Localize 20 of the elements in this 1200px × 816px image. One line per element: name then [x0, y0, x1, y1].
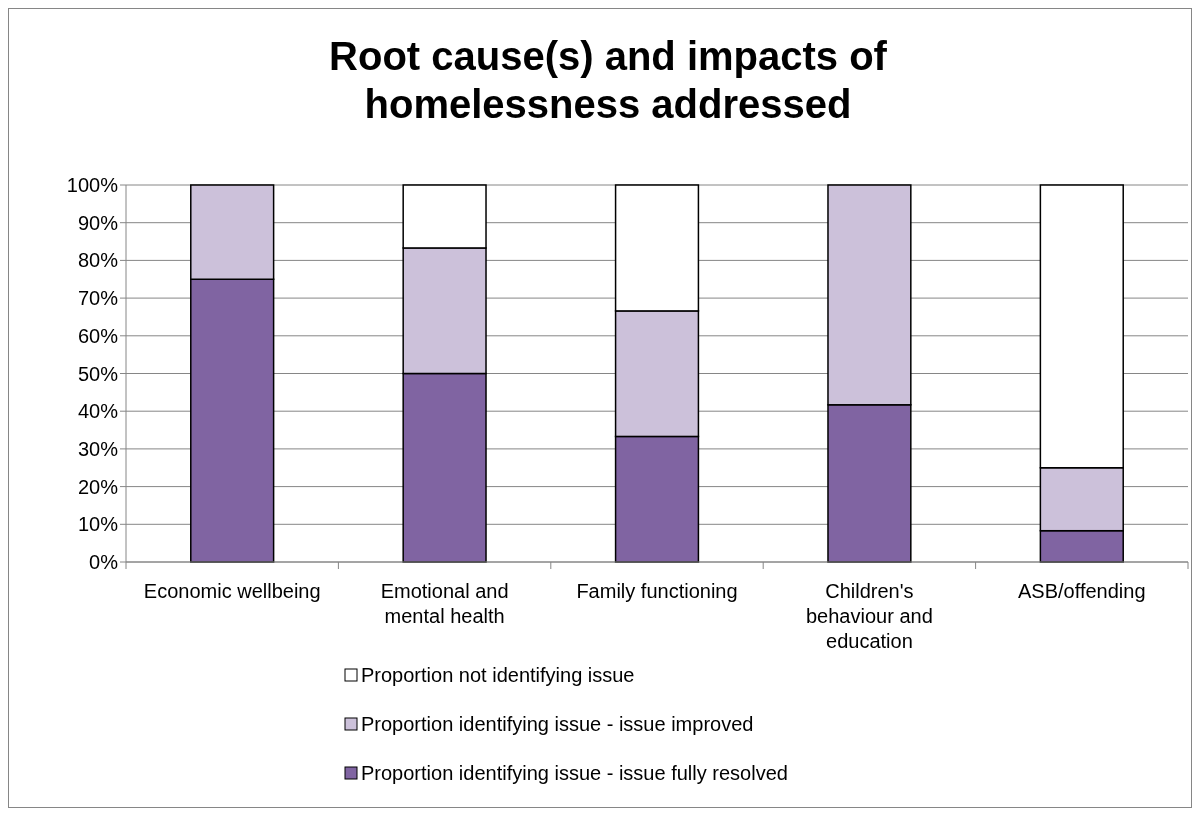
x-tick-label: ASB/offending [1018, 580, 1146, 602]
y-tick-label: 0% [89, 551, 119, 573]
y-tick-label: 100% [66, 174, 119, 196]
y-tick-label: 50% [77, 362, 119, 385]
y-tick-label: 20% [77, 475, 119, 498]
legend-label: Proportion not identifying issue [361, 664, 635, 686]
y-tick-label: 70% [77, 287, 119, 310]
x-tick-label: Children's behaviour and education [806, 580, 933, 652]
y-tick-label: 60% [77, 324, 119, 347]
y-tick-label: 80% [77, 249, 119, 272]
y-tick-label: 10% [77, 513, 119, 536]
y-tick-label: 30% [77, 437, 119, 460]
y-tick-label: 40% [77, 400, 119, 423]
y-tick-label: 90% [77, 211, 119, 234]
chart-title: Root cause(s) and impacts of homelessness addressed [329, 34, 888, 126]
legend-label: Proportion identifying issue - issue improved [361, 713, 754, 735]
x-tick-label: Economic wellbeing [143, 580, 321, 602]
legend-label: Proportion identifying issue - issue fully resolved [361, 762, 788, 784]
x-tick-label: Family functioning [576, 580, 738, 602]
x-tick-label: Emotional and mental health [380, 580, 509, 627]
